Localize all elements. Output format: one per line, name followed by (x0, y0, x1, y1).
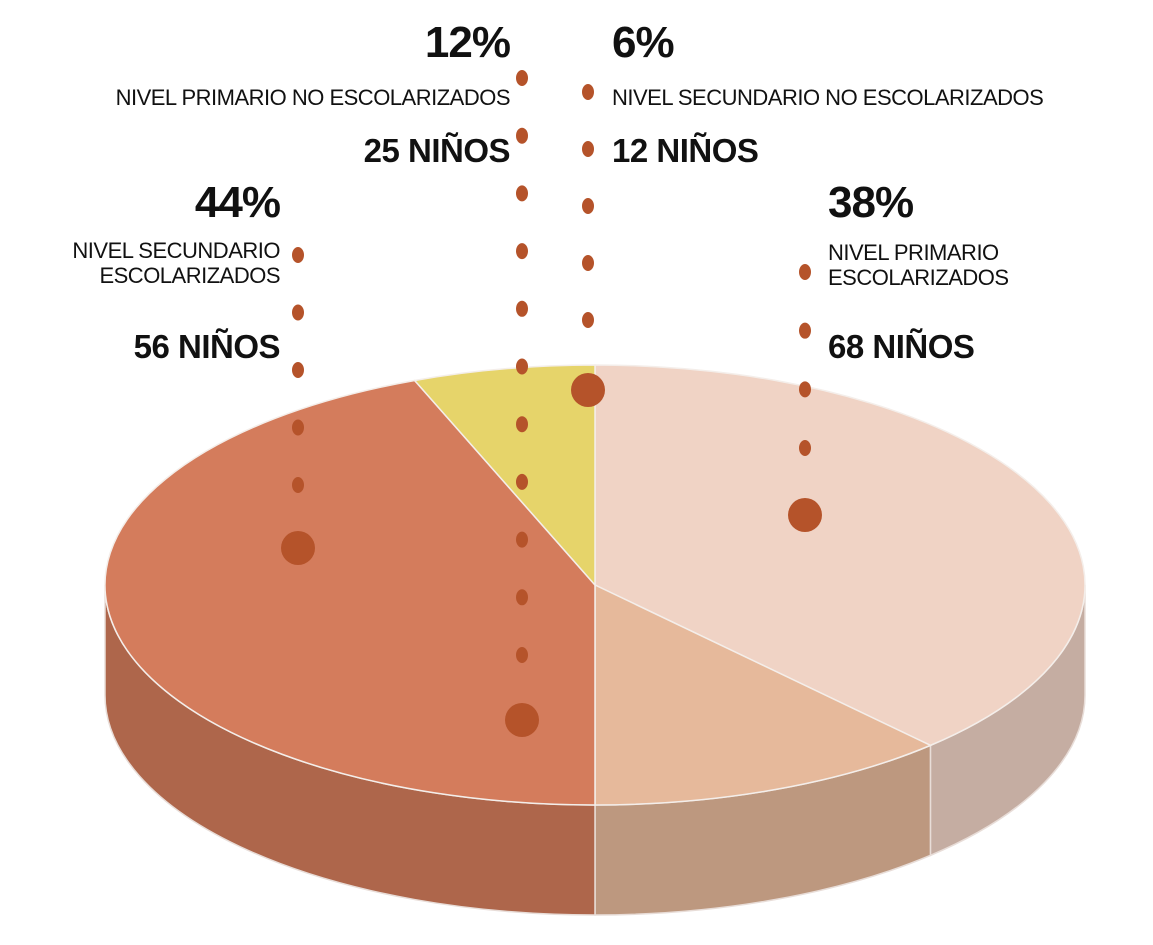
leader-end (505, 703, 539, 737)
slice (594, 364, 1086, 747)
leader-dot (516, 300, 528, 317)
leader-dot (516, 185, 528, 202)
leader-dot (582, 255, 594, 271)
leader-dot (292, 247, 304, 263)
leader-dot (516, 473, 528, 490)
value-label: 38% (828, 178, 914, 227)
leader-dot (516, 531, 528, 548)
leader-dot (516, 70, 528, 86)
category-label: NIVEL SECUNDARIO ESCOLARIZADOS (72, 238, 280, 289)
leader-end (281, 531, 315, 565)
leader-dot (292, 304, 304, 321)
value-label: 44% (194, 178, 281, 227)
leader-dot (582, 312, 594, 328)
slice (104, 379, 596, 806)
leader-dot (799, 322, 811, 339)
category-label: NIVEL PRIMARIO ESCOLARIZADOS (828, 240, 1009, 291)
leader-dot (516, 243, 528, 260)
leader-dot (582, 198, 594, 214)
leader-dot (799, 381, 811, 398)
leader-end (571, 373, 605, 407)
leader-dot (799, 264, 811, 280)
leader-dot (516, 416, 528, 433)
count-label: 25 NIÑOS (363, 132, 511, 169)
leader-dot (292, 477, 304, 493)
leader-dot (582, 141, 594, 157)
leader-dot (292, 419, 304, 436)
leader-dot (516, 127, 528, 144)
value-label: 12% (424, 18, 511, 67)
slice (594, 583, 933, 806)
leader-dot (516, 589, 528, 606)
category-label: NIVEL SECUNDARIO NO ESCOLARIZADOS (612, 85, 1044, 110)
leader-dot (292, 362, 304, 378)
category-label: NIVEL PRIMARIO NO ESCOLARIZADOS (115, 85, 511, 110)
count-label: 68 NIÑOS (828, 328, 975, 365)
count-label: 56 NIÑOS (133, 328, 281, 365)
slice (413, 364, 596, 587)
leader-dot (516, 358, 528, 375)
value-label: 6% (612, 18, 675, 67)
leader-end (788, 498, 822, 532)
count-label: 12 NIÑOS (612, 132, 759, 169)
leader-dot (582, 84, 594, 100)
leader-dot (516, 647, 528, 663)
leader-dot (799, 440, 811, 456)
